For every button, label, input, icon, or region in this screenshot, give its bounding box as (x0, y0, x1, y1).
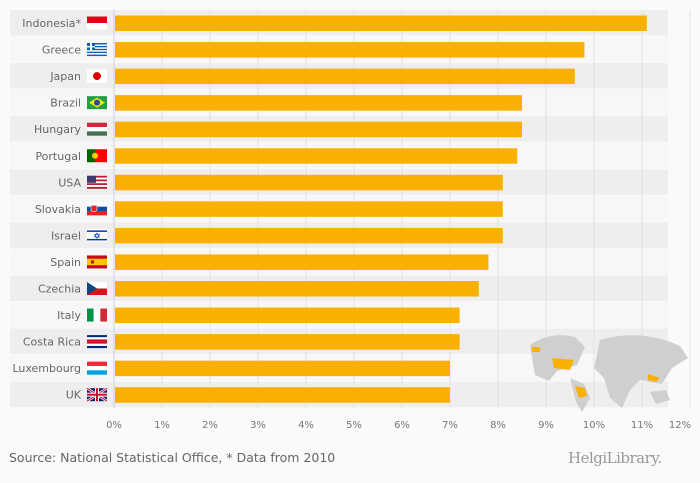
uk-flag (86, 387, 108, 403)
category-label: Hungary (34, 123, 81, 136)
bar[interactable] (115, 15, 647, 32)
portugal-flag (87, 149, 107, 163)
category-label: Slovakia (35, 203, 81, 216)
x-tick-label: 9% (538, 420, 554, 431)
costa-rica-flag (87, 335, 107, 349)
category-label: Czechia (38, 283, 81, 296)
bar[interactable] (115, 68, 575, 85)
hungary-flag (87, 122, 107, 136)
spain-flag (87, 255, 107, 269)
helgilibrary-logo: HelgiLibrary. (568, 449, 662, 467)
bar[interactable] (115, 387, 450, 403)
x-tick-label: 0% (106, 420, 122, 431)
x-tick-label: 5% (346, 420, 362, 431)
category-label: USA (58, 176, 81, 189)
source-note: Source: National Statistical Office, * D… (9, 450, 336, 465)
x-tick-label: 11% (631, 420, 653, 431)
category-label: Italy (57, 309, 81, 322)
bar[interactable] (115, 121, 522, 138)
japan-flag (87, 69, 107, 83)
category-label: Luxembourg (12, 362, 81, 375)
bar[interactable] (115, 254, 489, 270)
category-label: Israel (51, 229, 81, 242)
category-label: UK (66, 389, 82, 402)
bar[interactable] (115, 148, 518, 164)
category-label: Japan (49, 70, 81, 83)
brazil-flag (87, 96, 107, 110)
category-label: Indonesia* (22, 17, 81, 30)
x-tick-label: 3% (250, 420, 266, 431)
world-map-icon (530, 335, 688, 412)
category-label: Costa Rica (23, 336, 81, 349)
italy-flag (87, 308, 107, 322)
bar[interactable] (115, 174, 503, 191)
logo-text: HelgiLibrary. (568, 449, 662, 467)
indonesia-flag (87, 16, 107, 30)
x-tick-label: 8% (490, 420, 506, 431)
bar[interactable] (115, 95, 522, 111)
greece-flag (87, 43, 107, 57)
x-tick-label: 10% (583, 420, 605, 431)
bar[interactable] (115, 360, 450, 377)
x-tick-label: 2% (202, 420, 218, 431)
bar[interactable] (115, 201, 503, 217)
category-label: Brazil (50, 97, 81, 110)
luxembourg-flag (87, 361, 107, 375)
x-tick-label: 6% (394, 420, 410, 431)
category-label: Portugal (35, 150, 81, 163)
x-tick-label: 12% (669, 420, 691, 431)
czechia-flag (87, 282, 107, 295)
bar-chart: 0% 1% 2% 3% 4% 5% 6% 7% 8% 9% 10% 11% 12% Indonesia* G… (10, 10, 691, 431)
bar[interactable] (115, 42, 585, 58)
category-label: Greece (42, 44, 81, 57)
bar[interactable] (115, 307, 460, 324)
category-label: Spain (50, 256, 81, 269)
x-tick-label: 1% (154, 420, 170, 431)
usa-flag (87, 175, 107, 189)
bar[interactable] (115, 227, 503, 244)
bar[interactable] (115, 334, 460, 350)
israel-flag (87, 228, 107, 242)
x-tick-label: 7% (442, 420, 458, 431)
x-tick-label: 4% (298, 420, 314, 431)
slovakia-flag (87, 202, 107, 216)
bar[interactable] (115, 281, 479, 297)
